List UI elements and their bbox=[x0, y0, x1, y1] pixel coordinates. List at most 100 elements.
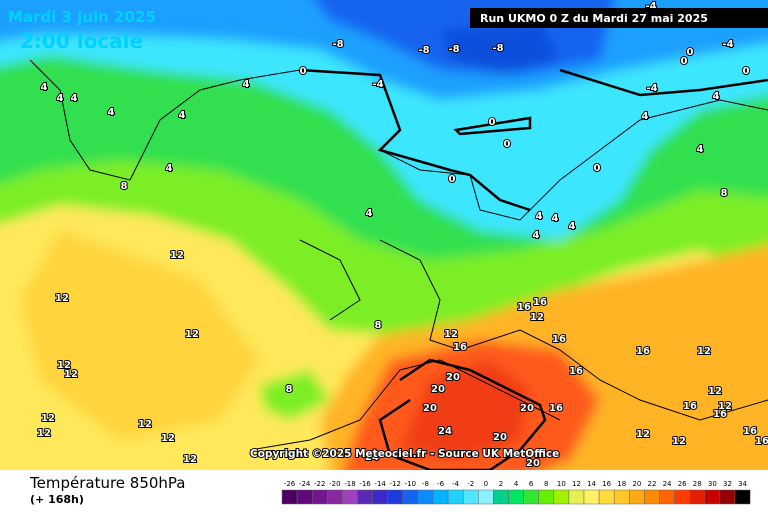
legend-label: 14 bbox=[587, 480, 596, 488]
legend-label: -24 bbox=[299, 480, 311, 488]
legend-label: 32 bbox=[723, 480, 732, 488]
contour-label: 12 bbox=[41, 413, 55, 424]
legend-swatch bbox=[372, 489, 388, 505]
contour-label: 12 bbox=[64, 369, 78, 380]
contour-label: 20 bbox=[446, 372, 460, 383]
contour-label: 0 bbox=[743, 66, 750, 77]
legend-swatch bbox=[734, 489, 751, 505]
legend-swatch bbox=[478, 489, 494, 505]
contour-label: 12 bbox=[183, 454, 197, 465]
copyright: Copyright ©2025 Meteociel.fr - Source UK… bbox=[250, 448, 559, 460]
contour-label: 4 bbox=[108, 107, 115, 118]
legend-label: 26 bbox=[678, 480, 687, 488]
contour-label: -8 bbox=[492, 43, 503, 54]
footer-title: Température 850hPa bbox=[29, 474, 186, 492]
contour-label: 20 bbox=[431, 384, 445, 395]
date: Mardi 3 juin 2025 bbox=[8, 8, 156, 26]
legend-swatch bbox=[659, 489, 675, 505]
contour-label: 8 bbox=[375, 320, 382, 331]
legend-label: 34 bbox=[738, 480, 747, 488]
contour-label: -4 bbox=[372, 79, 383, 90]
contour-label: 4 bbox=[533, 230, 540, 241]
contour-label: 20 bbox=[520, 403, 534, 414]
contour-label: 12 bbox=[672, 436, 686, 447]
legend-label: 8 bbox=[544, 480, 548, 488]
legend-label: 10 bbox=[557, 480, 566, 488]
legend-swatch bbox=[538, 489, 555, 505]
contour-label: 20 bbox=[526, 458, 540, 469]
legend-label: -2 bbox=[467, 480, 474, 488]
contour-label: 20 bbox=[423, 403, 437, 414]
contour-label: 4 bbox=[179, 110, 186, 121]
legend-swatch bbox=[583, 489, 600, 505]
legend-label: -12 bbox=[390, 480, 401, 488]
contour-label: 4 bbox=[243, 79, 250, 90]
contour-label: 4 bbox=[713, 91, 720, 102]
legend-label: -4 bbox=[452, 480, 460, 488]
legend-label: -6 bbox=[437, 480, 445, 488]
contour-label: 12 bbox=[170, 250, 184, 261]
legend-label: 16 bbox=[602, 480, 611, 488]
contour-label: -8 bbox=[418, 45, 429, 56]
contour-label: 16 bbox=[683, 401, 697, 412]
contour-label: 8 bbox=[286, 384, 293, 395]
legend-swatch bbox=[689, 489, 706, 505]
legend-label: 18 bbox=[617, 480, 626, 488]
contour-label: 16 bbox=[755, 436, 768, 447]
legend-label: 30 bbox=[708, 480, 717, 488]
legend-swatch bbox=[674, 489, 690, 505]
contour-label: 4 bbox=[166, 163, 173, 174]
contour-label: 16 bbox=[636, 346, 650, 357]
freezing-isotherms bbox=[299, 68, 768, 472]
contour-label: 8 bbox=[721, 188, 728, 199]
contour-label: 16 bbox=[713, 409, 727, 420]
contour-label: 16 bbox=[453, 342, 467, 353]
contour-label: 16 bbox=[549, 403, 563, 414]
legend-swatch bbox=[447, 489, 464, 505]
run-info: Run UKMO 0 Z du Mardi 27 mai 2025 bbox=[480, 12, 708, 25]
contour-label: 4 bbox=[536, 211, 543, 222]
contour-label: 0 bbox=[449, 174, 456, 185]
contour-label: 4 bbox=[366, 208, 373, 219]
legend-label: -22 bbox=[314, 480, 325, 488]
contour-label: 0 bbox=[300, 66, 307, 77]
contour-label: 16 bbox=[569, 366, 583, 377]
legend-swatch bbox=[296, 489, 313, 505]
contour-label: 4 bbox=[642, 111, 649, 122]
legend-swatch bbox=[644, 489, 660, 505]
legend-label: -8 bbox=[422, 480, 429, 488]
legend-label: 0 bbox=[484, 480, 488, 488]
legend-label: 22 bbox=[647, 480, 656, 488]
legend-swatch bbox=[357, 489, 373, 505]
legend-label: 12 bbox=[572, 480, 581, 488]
legend-swatch bbox=[613, 489, 630, 505]
contour-label: 12 bbox=[55, 293, 69, 304]
run-box bbox=[470, 8, 768, 28]
contour-label: 24 bbox=[365, 452, 379, 463]
contour-label: 0 bbox=[687, 47, 694, 58]
contour-label: 4 bbox=[71, 93, 78, 104]
contour-label: 12 bbox=[138, 419, 152, 430]
contour-label: -8 bbox=[332, 39, 343, 50]
legend-swatch bbox=[311, 489, 328, 505]
contour-label: 4 bbox=[697, 144, 704, 155]
contour-label: 12 bbox=[37, 428, 51, 439]
contour-label: 12 bbox=[57, 360, 71, 371]
contour-label: -8 bbox=[448, 44, 459, 55]
legend-label: 6 bbox=[529, 480, 534, 488]
legend-swatch bbox=[417, 489, 434, 505]
legend-label: 24 bbox=[663, 480, 672, 488]
legend-swatch bbox=[629, 489, 645, 505]
legend-swatch bbox=[387, 489, 404, 505]
contour-label: 12 bbox=[161, 433, 175, 444]
temperature-field bbox=[0, 0, 768, 480]
legend-label: -26 bbox=[284, 480, 296, 488]
contour-label: 4 bbox=[41, 82, 48, 93]
contour-label: 12 bbox=[185, 329, 199, 340]
contour-label: 4 bbox=[569, 221, 576, 232]
legend-swatch bbox=[508, 489, 524, 505]
legend-swatch bbox=[719, 489, 736, 505]
legend-swatch bbox=[327, 489, 343, 505]
legend-swatch bbox=[462, 489, 479, 505]
